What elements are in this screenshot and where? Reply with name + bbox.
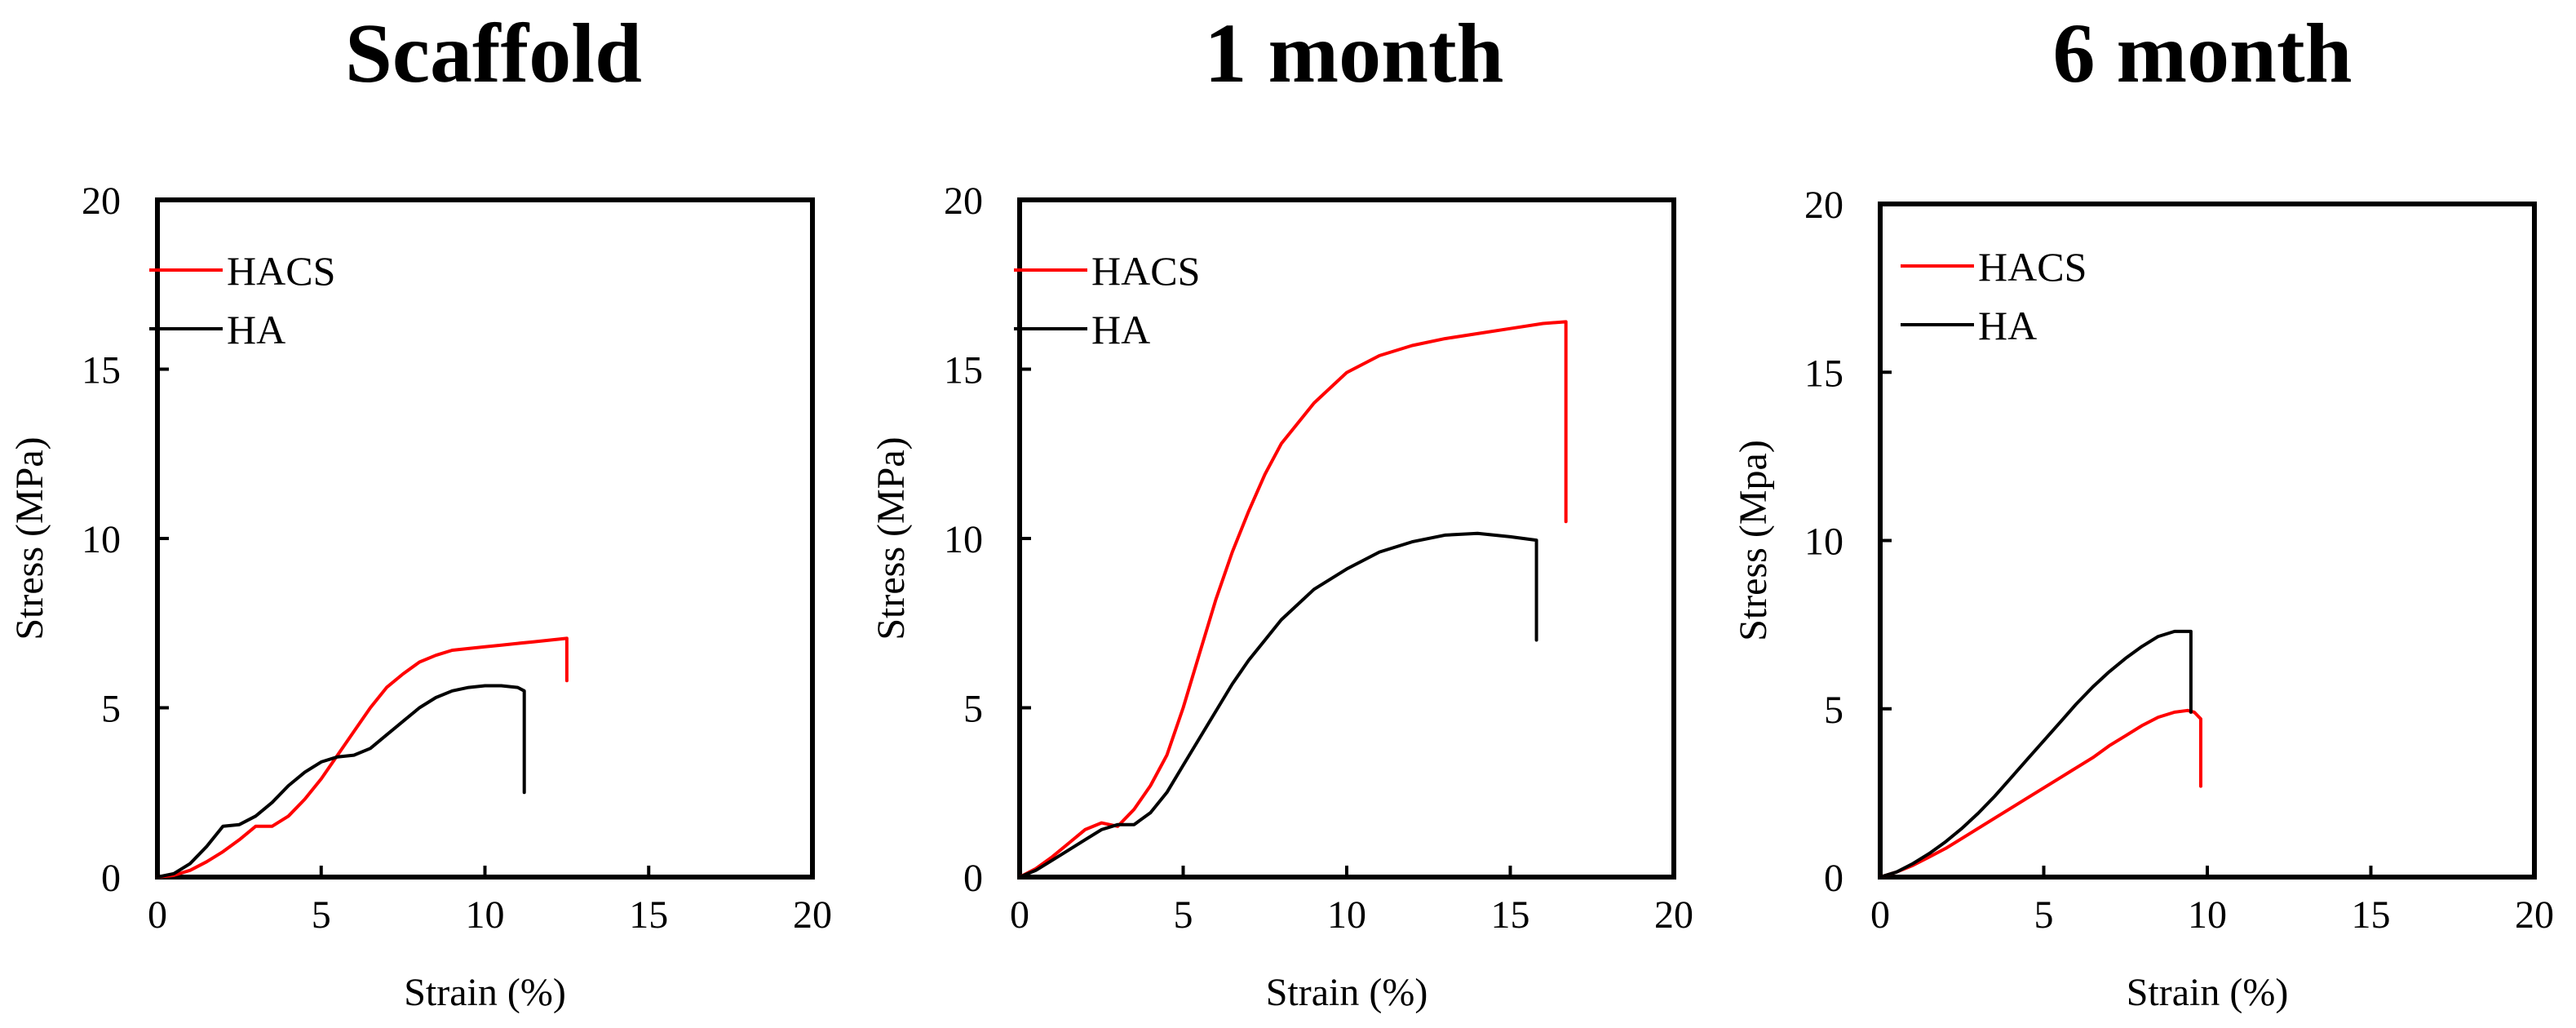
- y-axis-label: Stress (MPa): [8, 436, 51, 640]
- x-tick-label: 20: [1654, 893, 1693, 937]
- x-tick-label: 5: [312, 893, 331, 937]
- y-tick-label: 5: [101, 688, 121, 731]
- chart-title: Scaffold: [345, 7, 642, 100]
- y-tick-label: 10: [944, 518, 983, 561]
- x-tick-label: 20: [793, 893, 832, 937]
- x-tick-label: 5: [2034, 893, 2054, 937]
- plot-frame: [155, 197, 815, 880]
- x-axis-label: Strain (%): [2127, 971, 2289, 1014]
- x-tick-label: 10: [1327, 893, 1366, 937]
- plot-frame: [1017, 197, 1676, 880]
- x-tick-label: 15: [2352, 893, 2391, 937]
- x-tick-label: 0: [148, 893, 167, 937]
- y-tick-label: 15: [82, 349, 121, 392]
- series-line-hacs: [1018, 320, 1568, 879]
- legend-label-ha: HA: [1978, 303, 2037, 348]
- y-tick-label: 10: [82, 518, 121, 561]
- y-tick-label: 5: [1824, 689, 1843, 732]
- chart-title: 6 month: [2053, 7, 2352, 100]
- x-tick-label: 15: [629, 893, 668, 937]
- y-tick-label: 20: [1804, 184, 1843, 227]
- y-tick-label: 10: [1804, 521, 1843, 564]
- x-axis-label: Strain (%): [1266, 971, 1428, 1014]
- legend-label-hacs: HACS: [1091, 248, 1200, 294]
- legend-label-hacs: HACS: [1978, 244, 2087, 290]
- legend-label-hacs: HACS: [227, 248, 335, 294]
- x-tick-label: 10: [2188, 893, 2227, 937]
- y-tick-label: 5: [963, 688, 983, 731]
- chart-title: 1 month: [1205, 7, 1504, 100]
- x-axis-label: Strain (%): [404, 971, 566, 1014]
- y-tick-label: 15: [1804, 352, 1843, 395]
- chart-panel-3: 6 month 0 5 10 15 20 0 5 10 15 20 Strain (%) Stress …: [1732, 7, 2554, 1014]
- x-tick-label: 20: [2515, 893, 2554, 937]
- series-line-hacs: [1879, 708, 2202, 879]
- series-line-ha: [1879, 629, 2193, 879]
- x-tick-label: 0: [1870, 893, 1890, 937]
- legend-label-ha: HA: [1091, 307, 1150, 352]
- y-axis-label: Stress (Mpa): [1732, 440, 1775, 641]
- series-line-hacs: [156, 636, 569, 879]
- y-tick-label: 0: [963, 857, 983, 900]
- chart-panel-2: 1 month 0 5 10 15 20 0 5 10 15 20 Strain (%) Stress …: [870, 7, 1693, 1014]
- x-tick-label: 0: [1010, 893, 1029, 937]
- y-tick-label: 0: [1824, 857, 1843, 900]
- y-axis-label: Stress (MPa): [870, 436, 913, 640]
- series-line-ha: [156, 684, 526, 879]
- y-tick-label: 0: [101, 857, 121, 900]
- y-tick-label: 20: [944, 179, 983, 223]
- y-tick-label: 15: [944, 349, 983, 392]
- x-tick-label: 15: [1491, 893, 1530, 937]
- chart-panel-1: Scaffold 0 5 10 15 20 0 5 10 15 20 Strain (%) Stress…: [8, 7, 832, 1014]
- x-tick-label: 5: [1174, 893, 1193, 937]
- x-tick-label: 10: [466, 893, 505, 937]
- legend-label-ha: HA: [227, 307, 285, 352]
- y-tick-label: 20: [82, 179, 121, 223]
- series-line-ha: [1018, 531, 1538, 879]
